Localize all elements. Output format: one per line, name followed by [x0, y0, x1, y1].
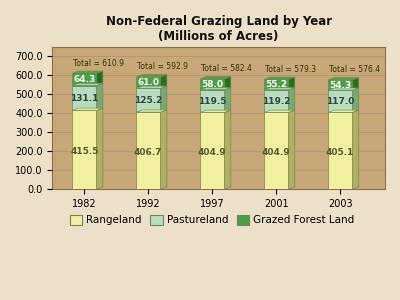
Polygon shape [288, 110, 295, 189]
Polygon shape [264, 110, 295, 112]
Polygon shape [352, 110, 359, 189]
Polygon shape [136, 74, 167, 77]
Polygon shape [200, 79, 224, 90]
Polygon shape [72, 110, 96, 189]
Polygon shape [96, 108, 103, 189]
Text: 54.3: 54.3 [329, 81, 351, 90]
Polygon shape [288, 77, 295, 90]
Text: Total = 579.3: Total = 579.3 [265, 64, 316, 74]
Polygon shape [136, 88, 160, 112]
Polygon shape [328, 110, 359, 112]
Polygon shape [200, 90, 224, 112]
Polygon shape [224, 110, 231, 189]
Polygon shape [264, 88, 295, 90]
Legend: Rangeland, Pastureland, Grazed Forest Land: Rangeland, Pastureland, Grazed Forest La… [65, 211, 359, 230]
Text: 404.9: 404.9 [262, 148, 290, 157]
Polygon shape [160, 74, 167, 88]
Text: 61.0: 61.0 [137, 78, 159, 87]
Polygon shape [328, 112, 352, 189]
Polygon shape [328, 78, 359, 80]
Text: Total = 592.9: Total = 592.9 [138, 62, 188, 71]
Polygon shape [328, 88, 359, 90]
Polygon shape [160, 110, 167, 189]
Text: Total = 576.4: Total = 576.4 [329, 65, 380, 74]
Polygon shape [72, 83, 103, 85]
Text: 119.2: 119.2 [262, 97, 290, 106]
Polygon shape [200, 76, 231, 79]
Text: 64.3: 64.3 [73, 75, 96, 84]
Polygon shape [72, 71, 103, 73]
Polygon shape [200, 110, 231, 112]
Polygon shape [224, 76, 231, 90]
Polygon shape [160, 86, 167, 112]
Text: 125.2: 125.2 [134, 96, 162, 105]
Text: 55.2: 55.2 [265, 80, 287, 89]
Text: 117.0: 117.0 [326, 97, 354, 106]
Polygon shape [264, 112, 288, 189]
Text: Total = 610.9: Total = 610.9 [74, 59, 124, 68]
Polygon shape [352, 88, 359, 112]
Polygon shape [264, 79, 288, 90]
Text: 415.5: 415.5 [70, 147, 98, 156]
Polygon shape [96, 71, 103, 85]
Polygon shape [224, 88, 231, 112]
Polygon shape [72, 73, 96, 86]
Polygon shape [328, 80, 352, 90]
Polygon shape [288, 88, 295, 112]
Polygon shape [136, 86, 167, 88]
Polygon shape [72, 85, 96, 110]
Polygon shape [264, 77, 295, 79]
Polygon shape [352, 78, 359, 90]
Polygon shape [96, 83, 103, 110]
Polygon shape [200, 112, 224, 189]
Text: 131.1: 131.1 [70, 94, 98, 103]
Polygon shape [264, 90, 288, 112]
Text: 58.0: 58.0 [201, 80, 223, 89]
Text: 119.5: 119.5 [198, 97, 226, 106]
Polygon shape [136, 112, 160, 189]
Text: 405.1: 405.1 [326, 148, 354, 157]
Title: Non-Federal Grazing Land by Year
(Millions of Acres): Non-Federal Grazing Land by Year (Millio… [106, 15, 332, 43]
Polygon shape [328, 90, 352, 112]
Polygon shape [136, 110, 167, 112]
Polygon shape [136, 77, 160, 88]
Polygon shape [200, 88, 231, 90]
Text: Total = 582.4: Total = 582.4 [202, 64, 252, 73]
Polygon shape [72, 108, 103, 110]
Text: 406.7: 406.7 [134, 148, 162, 157]
Text: 404.9: 404.9 [198, 148, 226, 157]
